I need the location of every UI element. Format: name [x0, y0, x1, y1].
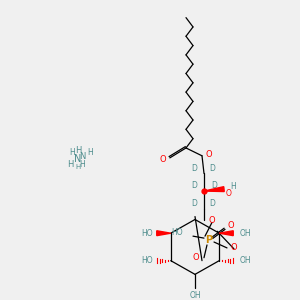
- Polygon shape: [204, 187, 224, 192]
- Text: O: O: [193, 253, 199, 262]
- Text: HO: HO: [141, 229, 153, 238]
- Text: H: H: [79, 160, 85, 169]
- Text: H: H: [67, 160, 73, 169]
- Text: N: N: [79, 152, 85, 161]
- Text: O: O: [206, 150, 212, 159]
- Text: H: H: [75, 164, 81, 169]
- Text: D: D: [191, 199, 197, 208]
- Text: H: H: [75, 146, 81, 155]
- Text: D: D: [191, 164, 197, 173]
- Text: O: O: [231, 243, 237, 252]
- Polygon shape: [219, 231, 233, 236]
- Text: P: P: [206, 235, 213, 245]
- Text: D: D: [209, 199, 215, 208]
- Text: O: O: [209, 216, 215, 225]
- Text: O: O: [226, 188, 232, 197]
- Text: D: D: [209, 164, 215, 173]
- Text: O: O: [228, 221, 234, 230]
- Polygon shape: [157, 231, 171, 236]
- Text: H: H: [87, 148, 93, 158]
- Text: H: H: [230, 182, 236, 191]
- Text: HO: HO: [141, 256, 153, 265]
- Text: HO: HO: [171, 228, 183, 237]
- Text: O: O: [160, 155, 166, 164]
- Text: H: H: [69, 148, 75, 158]
- Text: OH: OH: [189, 291, 201, 300]
- Text: N: N: [74, 154, 82, 164]
- Text: D: D: [211, 181, 217, 190]
- Text: OH: OH: [239, 229, 251, 238]
- Text: D: D: [191, 181, 197, 190]
- Text: OH: OH: [239, 256, 251, 265]
